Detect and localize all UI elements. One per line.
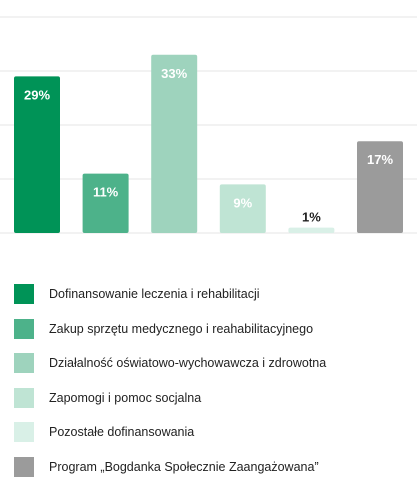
legend-item-3: Działalność oświatowo-wychowawcza i zdro… [14,353,414,373]
legend-swatch-1 [14,284,34,304]
legend-item-5: Pozostałe dofinansowania [14,422,414,442]
legend-item-6: Program „Bogdanka Społecznie Zaangażowan… [14,456,414,477]
bar-value-label-6: 17% [367,152,393,167]
chart-bars [14,54,403,234]
legend-label-3: Działalność oświatowo-wychowawcza i zdro… [49,356,327,370]
bar-value-label-2: 11% [93,185,119,200]
bar-5 [288,227,335,233]
legend-label-5: Pozostałe dofinansowania [49,425,195,439]
bar-chart: 29% 11% 33% 9% 1% 17% [0,16,417,234]
legend-label-1: Dofinansowanie leczenia i rehabilitacji [49,287,260,301]
legend-item-1: Dofinansowanie leczenia i rehabilitacji [14,284,414,304]
legend-item-2: Zakup sprzętu medycznego i reahabilitacy… [14,318,414,339]
legend-label-2: Zakup sprzętu medycznego i reahabilitacy… [49,321,314,336]
bar-value-label-1: 29% [24,87,50,102]
legend-swatch-6 [14,456,34,477]
bar-value-label-4: 9% [233,195,252,210]
bar-1 [14,76,60,234]
bar-value-label-3: 33% [161,66,187,81]
legend-label-6: Program „Bogdanka Społecznie Zaangażowan… [49,459,319,474]
bar-3 [151,54,198,233]
legend-label-4: Zapomogi i pomoc socjalna [49,390,202,405]
bar-value-label-5: 1% [302,210,321,225]
legend-item-4: Zapomogi i pomoc socjalna [14,387,414,408]
legend-swatch-5 [14,422,34,442]
legend-swatch-3 [14,353,34,373]
chart-grid [0,16,417,234]
chart-legend: Dofinansowanie leczenia i rehabilitacji Z… [14,284,414,491]
chart-data-labels: 29% 11% 33% 9% 1% 17% [24,66,393,225]
bar-4 [219,184,266,233]
legend-swatch-2 [14,318,34,339]
legend-swatch-4 [14,387,34,408]
bar-6 [357,141,403,233]
bar-2 [82,173,129,233]
